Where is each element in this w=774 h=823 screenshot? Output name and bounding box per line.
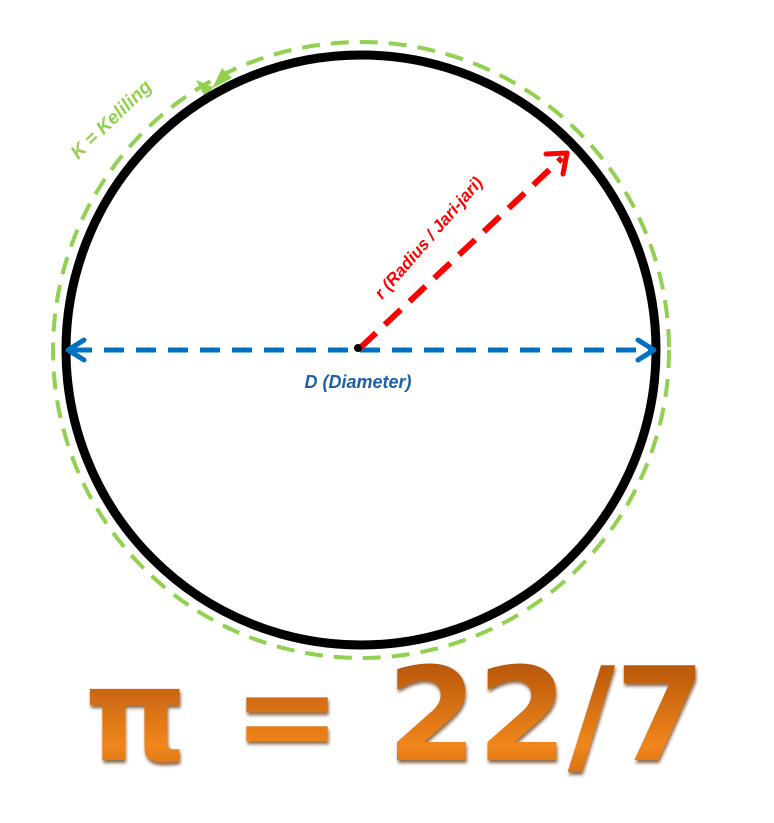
diameter-left-arrow-icon [65,337,87,363]
radius-line [357,155,565,351]
pi-formula: π = 22/7 [84,639,705,791]
diameter-label: D (Diameter) [304,372,411,392]
circumference-arrow-icon [196,68,232,97]
diameter-right-arrow-icon [635,337,657,363]
radius-label: r (Radius / Jari-jari) [371,173,487,303]
circumference-dashed-circle [51,40,671,660]
center-point [354,344,362,352]
radius-arrow-icon [543,150,570,177]
